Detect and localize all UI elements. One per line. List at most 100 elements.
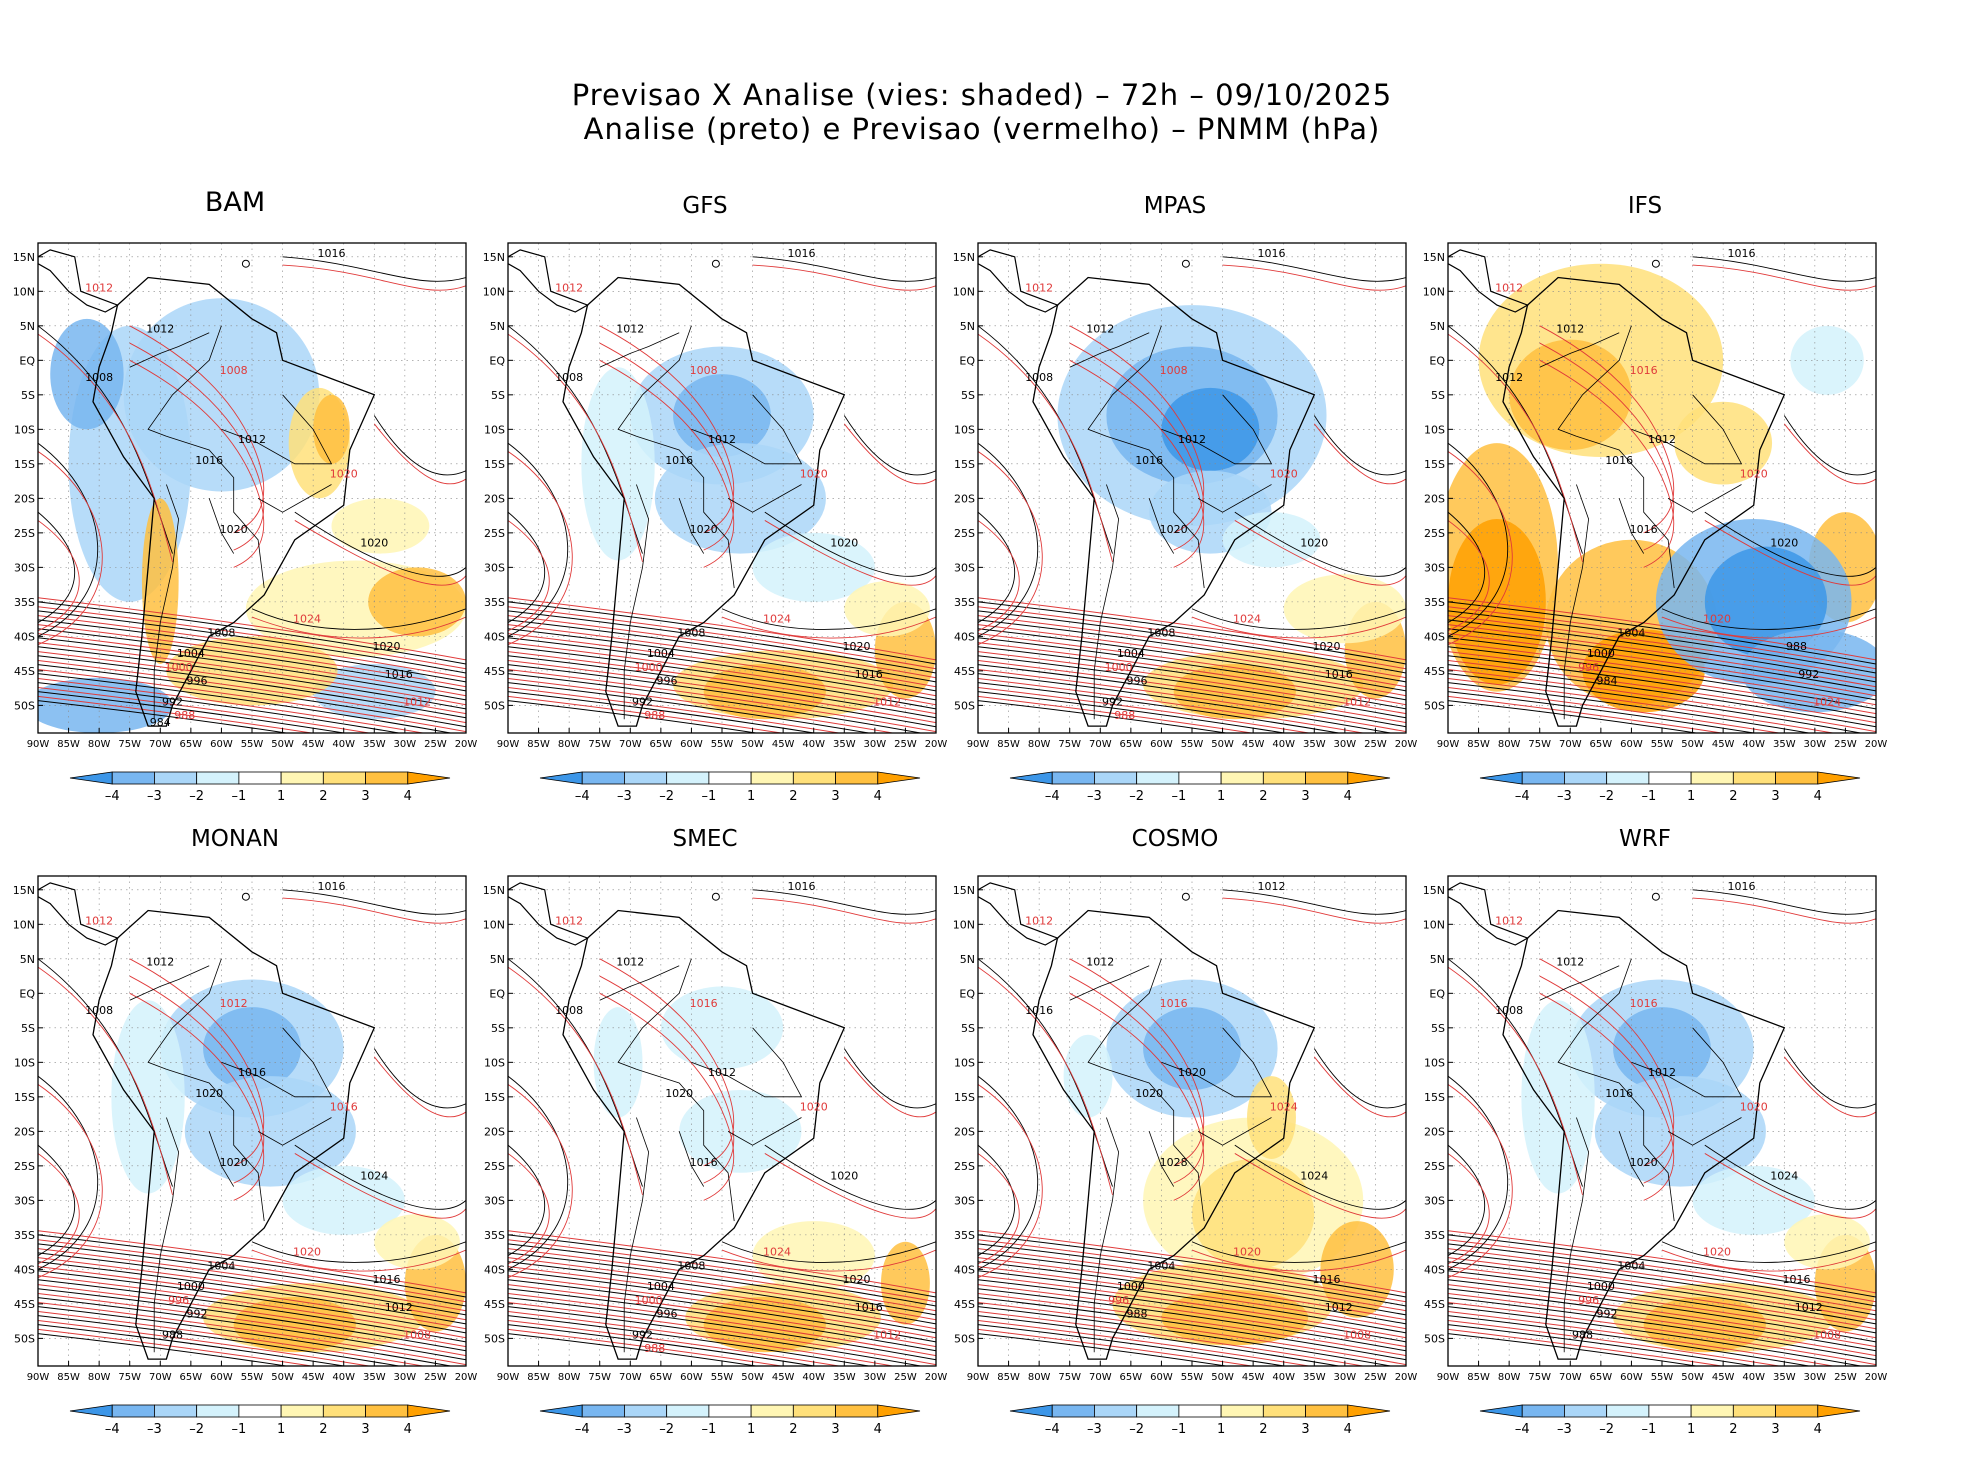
analysis-isobar [752,256,936,282]
colorbar-segment [1305,1404,1349,1418]
contour-label: 988 [1572,1328,1593,1341]
analysis-isobar [38,442,99,637]
contour-label: 1012 [385,1301,413,1314]
forecast-isobar [1692,897,1876,924]
forecast-isobar [1313,1056,1406,1118]
lon-label: 90W [1437,1372,1460,1383]
forecast-isobar [38,333,173,562]
forecast-isobar [1448,1284,1876,1348]
lat-label: 25S [484,527,505,540]
colorbar-label: –1 [231,1422,246,1437]
colorbar-segment [1732,1404,1776,1418]
country-border [1557,958,1632,1070]
lat-label: EQ [1429,354,1445,367]
contour-label: 1016 [787,247,815,260]
analysis-isobar [843,1048,936,1109]
lat-label: 15N [953,251,975,264]
panel-cosmo: COSMO 1012 1012 1012 1016 1016 1020 1020 1024 10… [940,826,1418,1468]
contour-label: 1016 [787,880,815,893]
lat-label: 40S [14,630,35,643]
colorbar-segment [624,1404,668,1418]
forecast-isobar [978,1284,1406,1348]
forecast-isobar [1661,616,1876,639]
map-content: 1016 1012 1012 1008 1008 1012 1016 1020 1020 1020… [978,243,1406,733]
lat-label: 25S [1424,527,1445,540]
colorbar-label: 4 [1814,789,1822,804]
lon-label: 45W [772,1372,795,1383]
lat-label: 25S [14,527,35,540]
forecast-isobar [508,1293,936,1357]
colorbar-label: 4 [404,1422,412,1437]
forecast-isobar [508,1266,936,1330]
forecast-isobar [1448,1084,1513,1279]
lat-label: 40S [1424,630,1445,643]
lon-label: 90W [27,739,50,750]
lon-label: 45W [772,739,795,750]
contour-label: 988 [1786,640,1807,653]
forecast-isobar [282,897,466,924]
analysis-isobar [1448,610,1876,674]
colorbar: –4 –3 –2 –1 1 2 3 4 [539,771,921,804]
lon-label: 90W [27,1372,50,1383]
central-america-coastline [1448,249,1529,313]
lon-label: 70W [1089,739,1112,750]
forecast-isobar [1448,1302,1876,1366]
forecast-isobar [38,642,466,706]
central-america-coastline [38,882,119,946]
analysis-isobar [978,637,1406,701]
forecast-isobar [843,423,936,485]
forecast-isobar [1692,264,1876,291]
lat-label: 15N [483,884,505,897]
forecast-isobar [38,686,373,733]
analysis-isobar [1704,1144,1876,1210]
forecast-isobar [1448,1293,1876,1357]
forecast-isobar [978,624,1406,688]
forecast-isobar [1448,1266,1876,1330]
contour-label: 1008 [1025,371,1053,384]
country-border [1618,498,1645,554]
lon-label: 40W [1742,1372,1765,1383]
country-border [208,498,235,554]
contour-label: 1016 [195,454,223,467]
lat-label: 20S [484,492,505,505]
contour-label: 1008 [677,626,705,639]
analysis-isobar [978,664,1406,728]
contour-label: 1012 [1495,371,1523,384]
contour-label: 1020 [1630,1156,1658,1169]
analysis-isobar [978,1261,1406,1325]
contour-label: 1024 [763,1246,791,1259]
lat-label: 45S [14,665,35,678]
colorbar-label: 3 [1301,1422,1309,1437]
lon-label: 80W [88,739,111,750]
lon-label: 40W [332,1372,355,1383]
contour-label: 1020 [1703,1246,1731,1259]
lon-label: 35W [363,1372,386,1383]
forecast-isobar [251,616,466,639]
analysis-isobar [1448,691,1757,733]
forecast-isobar [129,325,265,534]
forecast-isobar [38,695,316,733]
contour-label: 1020 [330,468,358,481]
forecast-isobar [978,651,1406,715]
analysis-isobar [1234,511,1406,577]
central-america-coastline [978,249,1059,313]
contour-label: 1016 [330,1101,358,1114]
lat-label: 30S [484,561,505,574]
page-title-line2: Analise (preto) e Previsao (vermelho) – … [583,112,1381,146]
colorbar-segment [407,771,451,785]
contour-label: 996 [1126,675,1147,688]
bias-shade [50,318,124,430]
contour-label: 992 [632,1328,653,1341]
colorbar-label: 1 [277,789,285,804]
analysis-isobar [1448,700,1699,733]
country-border [1148,1131,1175,1187]
forecast-isobar [1448,651,1876,715]
country-border [623,484,650,720]
lon-label: 60W [680,739,703,750]
country-border [1093,484,1120,720]
analysis-isobar [38,1243,466,1307]
contour-label: 1024 [1300,1170,1328,1183]
analysis-isobar [508,646,936,710]
lon-label: 45W [302,1372,325,1383]
panel-ifs: IFS 1016 1012 1012 1012 1016 1012 1016 1020 1016… [1410,193,1888,835]
